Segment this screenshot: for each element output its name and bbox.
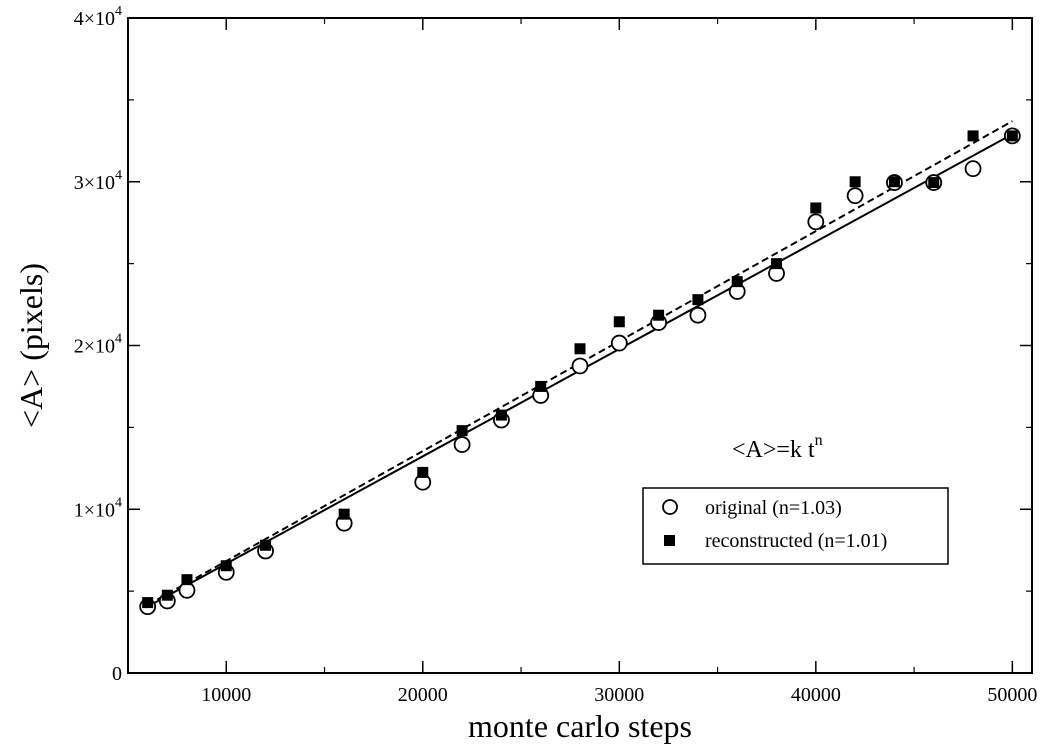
point-reconstructed — [613, 316, 625, 328]
y-tick-label: 4×104 — [74, 4, 122, 30]
legend-marker-reconstructed — [664, 535, 675, 546]
point-reconstructed — [220, 560, 232, 572]
point-reconstructed — [928, 177, 940, 189]
point-reconstructed — [338, 508, 350, 520]
point-reconstructed — [731, 276, 743, 288]
axis-ticks: 10000 20000 30000 40000 50000 0 1×104 2×104 3×10… — [74, 4, 1038, 706]
point-reconstructed — [181, 574, 193, 586]
point-reconstructed — [1006, 130, 1018, 142]
legend-label-reconstructed: reconstructed (n=1.01) — [705, 530, 887, 552]
formula-annotation: <A>=k tn — [732, 432, 823, 463]
legend-marker-original — [662, 499, 678, 515]
y-tick-label: 3×104 — [74, 168, 122, 194]
y-axis-title: <A> (pixels) — [13, 263, 49, 428]
x-tick-label: 50000 — [987, 684, 1037, 706]
point-original — [453, 436, 471, 453]
point-original — [964, 160, 982, 178]
legend-box — [642, 487, 949, 565]
point-reconstructed — [888, 176, 900, 188]
point-reconstructed — [692, 294, 704, 306]
y-tick-label: 1×104 — [74, 495, 122, 521]
legend-label-original: original (n=1.03) — [705, 497, 842, 519]
point-original — [571, 357, 589, 375]
point-reconstructed — [535, 380, 547, 392]
data-points — [139, 127, 1021, 616]
point-original — [807, 213, 825, 231]
x-axis-title: monte carlo steps — [468, 708, 692, 744]
point-reconstructed — [771, 258, 783, 270]
y-tick-label: 0 — [112, 663, 122, 685]
x-tick-label: 40000 — [791, 684, 841, 706]
x-tick-label: 20000 — [398, 684, 448, 706]
plot-frame — [127, 17, 1033, 674]
point-reconstructed — [495, 409, 507, 421]
point-original — [689, 306, 707, 324]
point-reconstructed — [456, 425, 468, 437]
legend: original (n=1.03) reconstructed (n=1.01) — [642, 487, 949, 565]
point-reconstructed — [161, 589, 173, 601]
point-reconstructed — [849, 176, 861, 188]
point-original — [610, 334, 628, 352]
point-reconstructed — [967, 130, 979, 142]
y-tick-label: 2×104 — [74, 332, 122, 358]
point-reconstructed — [142, 597, 154, 609]
point-original — [846, 187, 864, 205]
point-reconstructed — [653, 309, 665, 321]
point-reconstructed — [260, 539, 272, 551]
x-tick-label: 30000 — [594, 684, 644, 706]
formula-superscript: n — [815, 432, 823, 449]
point-reconstructed — [810, 202, 822, 214]
x-tick-label: 10000 — [201, 684, 251, 706]
point-reconstructed — [574, 343, 586, 355]
formula-text: <A>=k t — [732, 437, 815, 463]
point-reconstructed — [417, 466, 429, 478]
